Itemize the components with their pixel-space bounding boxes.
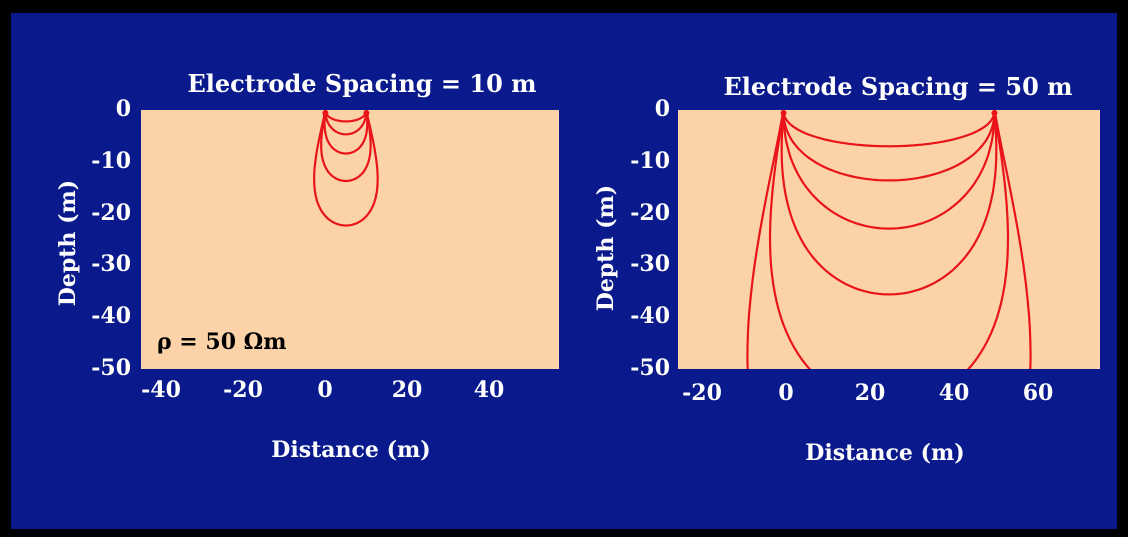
chart-left-series-group — [312, 110, 379, 227]
chart-right-curve — [768, 110, 1010, 369]
chart-right: Electrode Spacing = 50 m 0 -10 -20 -30 -… — [593, 72, 1100, 466]
chart-right-x-tick: 60 — [1023, 380, 1054, 406]
chart-right-curve — [782, 110, 996, 182]
chart-left-y-axis-label: Depth (m) — [55, 180, 81, 306]
figure-panel: Electrode Spacing = 10 m 0 -10 -20 -30 -… — [11, 13, 1117, 529]
chart-left-y-tick: -10 — [91, 148, 131, 174]
figure-canvas: Electrode Spacing = 10 m 0 -10 -20 -30 -… — [55, 69, 1100, 466]
chart-right-x-tick: 0 — [778, 380, 793, 406]
chart-left-x-tick: 0 — [317, 377, 332, 403]
chart-left-x-tick: 20 — [392, 377, 423, 403]
chart-right-curve — [746, 110, 1032, 369]
chart-left-y-tick: 0 — [116, 96, 131, 122]
chart-left-curve — [323, 110, 369, 155]
chart-right-series-group — [746, 110, 1032, 369]
chart-left-electrode — [363, 110, 370, 116]
chart-left-y-tick: -40 — [91, 303, 131, 329]
chart-right-electrode — [991, 110, 998, 116]
chart-right-y-tick: 0 — [655, 96, 670, 122]
chart-left-x-axis-label: Distance (m) — [271, 437, 430, 463]
chart-left-x-tick: -20 — [223, 377, 263, 403]
chart-left-curve — [320, 110, 372, 183]
chart-right-x-tick: 40 — [939, 380, 970, 406]
chart-right-curve — [782, 110, 996, 230]
chart-right-x-axis-label: Distance (m) — [805, 440, 964, 466]
chart-right-x-tick: 20 — [855, 380, 886, 406]
chart-left-y-tick: -50 — [91, 355, 131, 381]
chart-right-plot-area — [678, 110, 1100, 369]
chart-left-curve — [312, 110, 379, 227]
chart-left-x-tick: -40 — [141, 377, 181, 403]
chart-right-y-tick: -10 — [630, 148, 670, 174]
chart-left-electrode — [322, 110, 329, 116]
chart-left: Electrode Spacing = 10 m 0 -10 -20 -30 -… — [55, 69, 559, 463]
chart-left-title: Electrode Spacing = 10 m — [187, 69, 536, 98]
chart-right-y-tick: -40 — [630, 303, 670, 329]
chart-right-y-axis-label: Depth (m) — [593, 185, 619, 311]
chart-left-x-tick: 40 — [474, 377, 505, 403]
chart-right-y-tick: -20 — [630, 200, 670, 226]
chart-right-title: Electrode Spacing = 50 m — [723, 72, 1072, 101]
chart-left-curve — [324, 110, 368, 123]
chart-right-curve — [782, 110, 996, 148]
chart-right-curve — [780, 110, 998, 296]
chart-left-y-tick: -20 — [91, 200, 131, 226]
chart-left-curve — [324, 110, 368, 136]
chart-right-x-tick: -20 — [682, 380, 722, 406]
resistivity-annotation: ρ = 50 Ωm — [157, 329, 287, 355]
chart-right-electrode — [780, 110, 787, 116]
chart-right-y-tick: -50 — [630, 355, 670, 381]
chart-right-y-tick: -30 — [630, 251, 670, 277]
chart-left-y-tick: -30 — [91, 251, 131, 277]
